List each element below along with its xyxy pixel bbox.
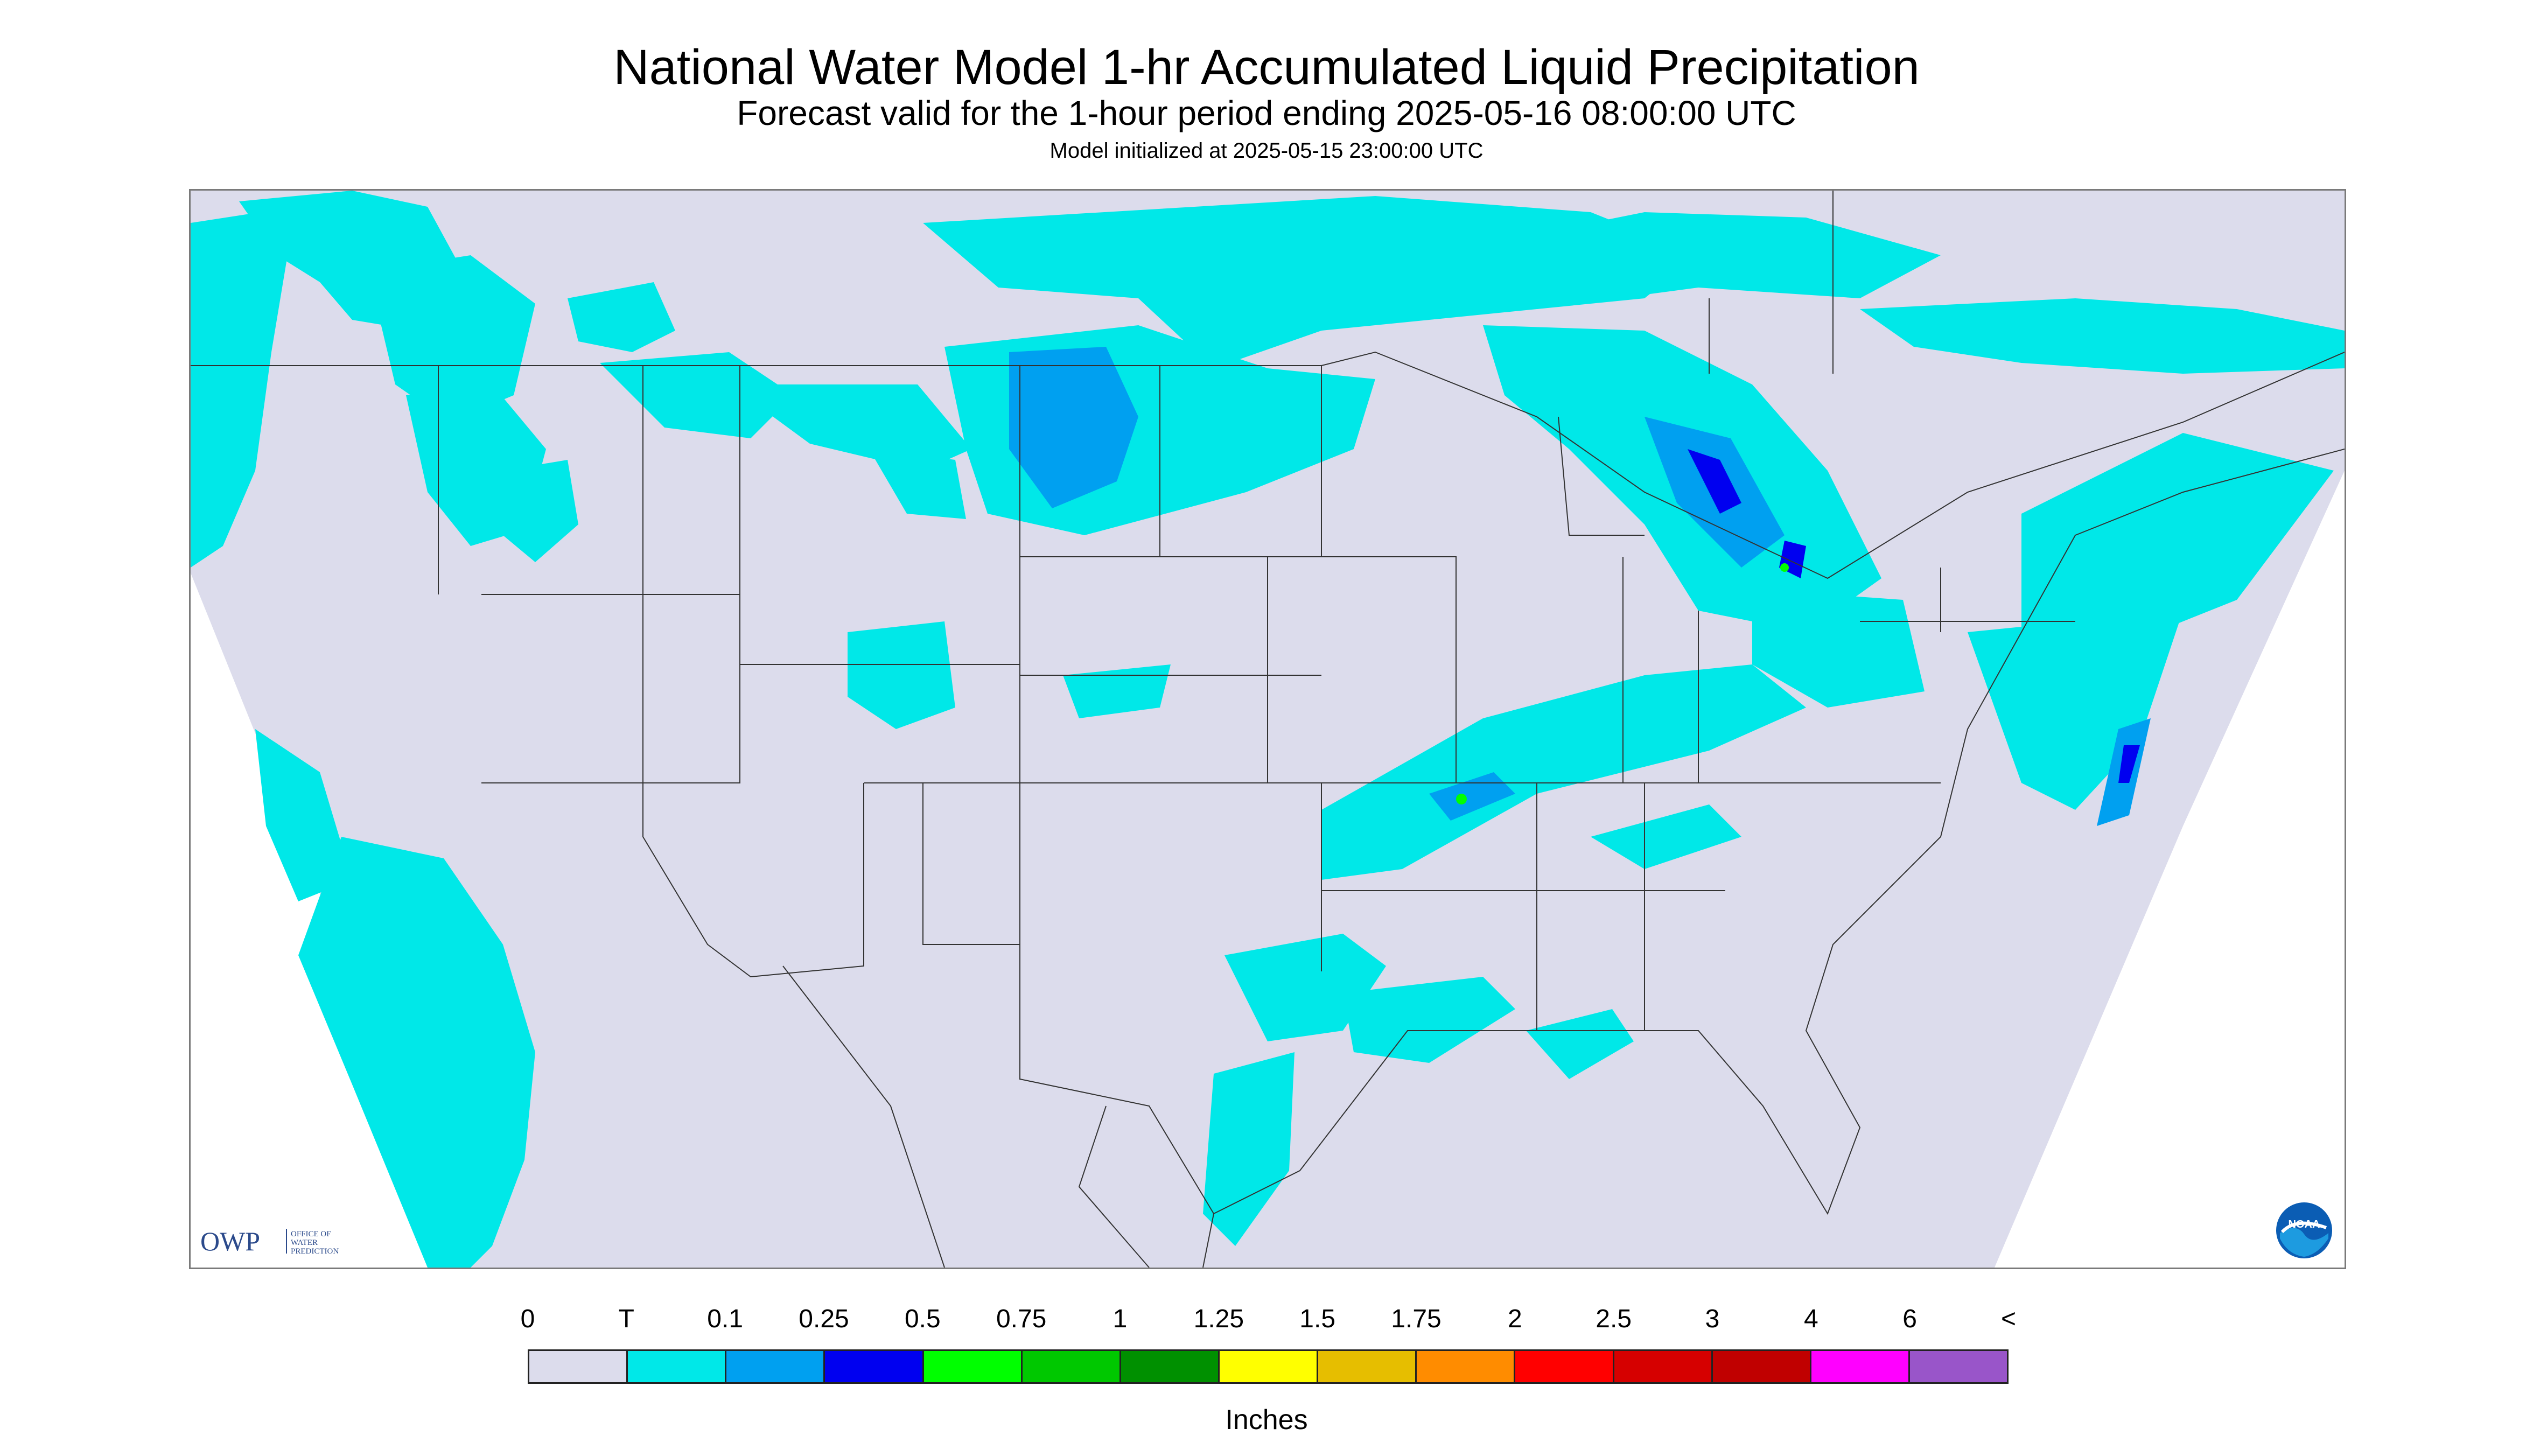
noaa-logo: NOAA (2275, 1201, 2334, 1260)
legend-swatch (1712, 1351, 1811, 1382)
legend-label: 6 (1902, 1305, 1918, 1333)
legend-swatch (825, 1351, 924, 1382)
legend-swatch (1022, 1351, 1121, 1382)
legend-colorbar (528, 1349, 2009, 1384)
precipitation-map[interactable]: OWP OFFICE OF WATER PREDICTION NOAA (189, 189, 2346, 1269)
map-title: National Water Model 1-hr Accumulated Li… (613, 40, 1920, 95)
legend-label: 1.75 (1391, 1305, 1442, 1333)
legend-label: 0.1 (707, 1305, 744, 1333)
legend-label: 0.25 (799, 1305, 849, 1333)
legend-swatch (628, 1351, 727, 1382)
legend-label: 1.25 (1193, 1305, 1244, 1333)
legend-label: 0.5 (904, 1305, 941, 1333)
legend-unit: Inches (1225, 1404, 1308, 1436)
legend-swatch (1811, 1351, 1910, 1382)
map-canvas (191, 191, 2345, 1268)
legend-label: 0 (520, 1305, 535, 1333)
legend-label: 3 (1705, 1305, 1720, 1333)
precip-0-5-areas (1456, 563, 1789, 804)
legend-label: 1 (1112, 1305, 1128, 1333)
legend-swatch (1909, 1351, 2007, 1382)
political-boundaries (191, 191, 2345, 1268)
owp-logo: OWP OFFICE OF WATER PREDICTION (200, 1223, 373, 1258)
legend-label: < (2000, 1305, 2017, 1333)
owp-logo-mark: OWP (200, 1226, 260, 1256)
legend-label: 2 (1507, 1305, 1522, 1333)
legend-swatch (1515, 1351, 1614, 1382)
svg-text:NOAA: NOAA (2289, 1219, 2320, 1230)
svg-text:WATER: WATER (291, 1238, 318, 1247)
legend-swatch (1318, 1351, 1417, 1382)
svg-text:PREDICTION: PREDICTION (291, 1247, 339, 1256)
legend-swatch (923, 1351, 1023, 1382)
svg-text:OFFICE OF: OFFICE OF (291, 1230, 331, 1238)
legend-label: 0.75 (996, 1305, 1047, 1333)
legend-swatch (1417, 1351, 1516, 1382)
forecast-valid-time: Forecast valid for the 1-hour period end… (737, 94, 1796, 132)
model-init-time: Model initialized at 2025-05-15 23:00:00… (1049, 139, 1484, 163)
legend-labels: 0 T 0.1 0.25 0.5 0.75 1 1.25 1.5 1.75 2 2.5 3 4 6 < (521, 1303, 2016, 1341)
legend-label: 2.5 (1596, 1305, 1632, 1333)
legend-label: 4 (1803, 1305, 1818, 1333)
legend-swatch (1219, 1351, 1319, 1382)
legend-swatch (529, 1351, 628, 1382)
legend-swatch (1614, 1351, 1713, 1382)
legend-swatch (1121, 1351, 1220, 1382)
legend-swatch (726, 1351, 825, 1382)
legend-label: T (618, 1305, 634, 1333)
legend-label: 1.5 (1299, 1305, 1336, 1333)
